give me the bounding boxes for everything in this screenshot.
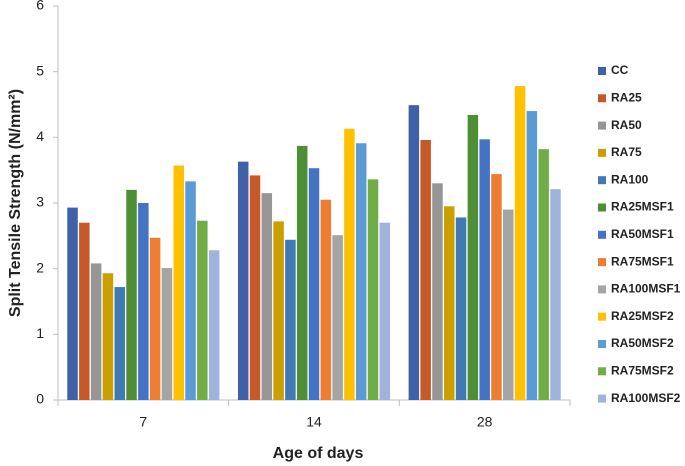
bar [550, 189, 561, 400]
bar [503, 209, 514, 400]
bar [285, 239, 296, 400]
legend-swatch [598, 340, 606, 348]
legend-label: RA100 [611, 172, 649, 186]
bar [79, 222, 90, 400]
bar [197, 220, 208, 400]
legend-swatch [598, 285, 606, 294]
legend-swatch [598, 312, 606, 321]
y-tick-label: 2 [36, 259, 44, 275]
legend-label: RA50MSF2 [611, 336, 674, 350]
legend-swatch [598, 148, 606, 157]
legend-label: CC [611, 63, 629, 77]
legend-label: RA100MSF1 [611, 282, 681, 296]
bar [379, 222, 391, 400]
legend-label: RA25 [611, 90, 642, 104]
bar [185, 181, 196, 400]
bar [114, 287, 125, 400]
bar [296, 145, 308, 400]
legend-label: RA75 [611, 145, 642, 159]
x-tick-label: 14 [306, 414, 322, 430]
y-axis-title: Split Tensile Strength (N/mm²) [7, 89, 24, 317]
bar [332, 235, 343, 400]
bar [491, 174, 502, 400]
bar [67, 207, 78, 400]
bar [126, 189, 137, 400]
bar [432, 183, 443, 400]
legend-swatch [598, 394, 606, 403]
bar [455, 217, 467, 400]
bar [479, 139, 490, 400]
bar [514, 86, 526, 400]
legend-swatch [598, 230, 606, 239]
bar [249, 175, 261, 400]
x-tick-label: 28 [477, 414, 493, 430]
legend-swatch [598, 67, 606, 75]
bar [408, 105, 420, 400]
bar [526, 111, 538, 401]
bar [173, 165, 184, 400]
legend-label: RA75MSF1 [611, 254, 674, 268]
y-tick-label: 6 [36, 0, 44, 13]
bar [208, 250, 220, 400]
bar [161, 268, 173, 400]
legend-swatch [598, 176, 606, 185]
bar [355, 143, 367, 400]
y-tick-label: 5 [36, 62, 44, 78]
legend-swatch [598, 121, 606, 130]
bar [420, 139, 431, 400]
legend-swatch [598, 258, 606, 267]
legend-label: RA100MSF2 [611, 391, 681, 405]
y-tick-label: 1 [36, 325, 44, 341]
y-tick-label: 0 [36, 391, 44, 407]
legend-swatch [598, 367, 606, 376]
bar [90, 263, 102, 400]
x-tick-label: 7 [139, 414, 147, 430]
y-tick-label: 4 [36, 128, 44, 144]
bar [538, 149, 549, 400]
bar [237, 161, 249, 400]
bar [138, 203, 149, 400]
bar [320, 199, 332, 400]
bar [261, 193, 273, 400]
y-tick-label: 3 [36, 194, 44, 210]
x-axis-title: Age of days [273, 445, 364, 462]
legend-label: RA75MSF2 [611, 363, 674, 377]
legend-label: RA25MSF1 [611, 200, 674, 214]
bar [444, 206, 455, 400]
legend-label: RA50 [611, 118, 642, 132]
bar [467, 115, 479, 401]
bar [273, 221, 284, 400]
legend-label: RA50MSF1 [611, 227, 674, 241]
bar [308, 168, 320, 400]
legend-swatch [598, 203, 606, 212]
legend-label: RA25MSF2 [611, 309, 674, 323]
bar [102, 273, 114, 400]
bar [149, 237, 161, 400]
bar [367, 179, 379, 400]
legend-swatch [598, 94, 606, 103]
bar [344, 128, 355, 400]
